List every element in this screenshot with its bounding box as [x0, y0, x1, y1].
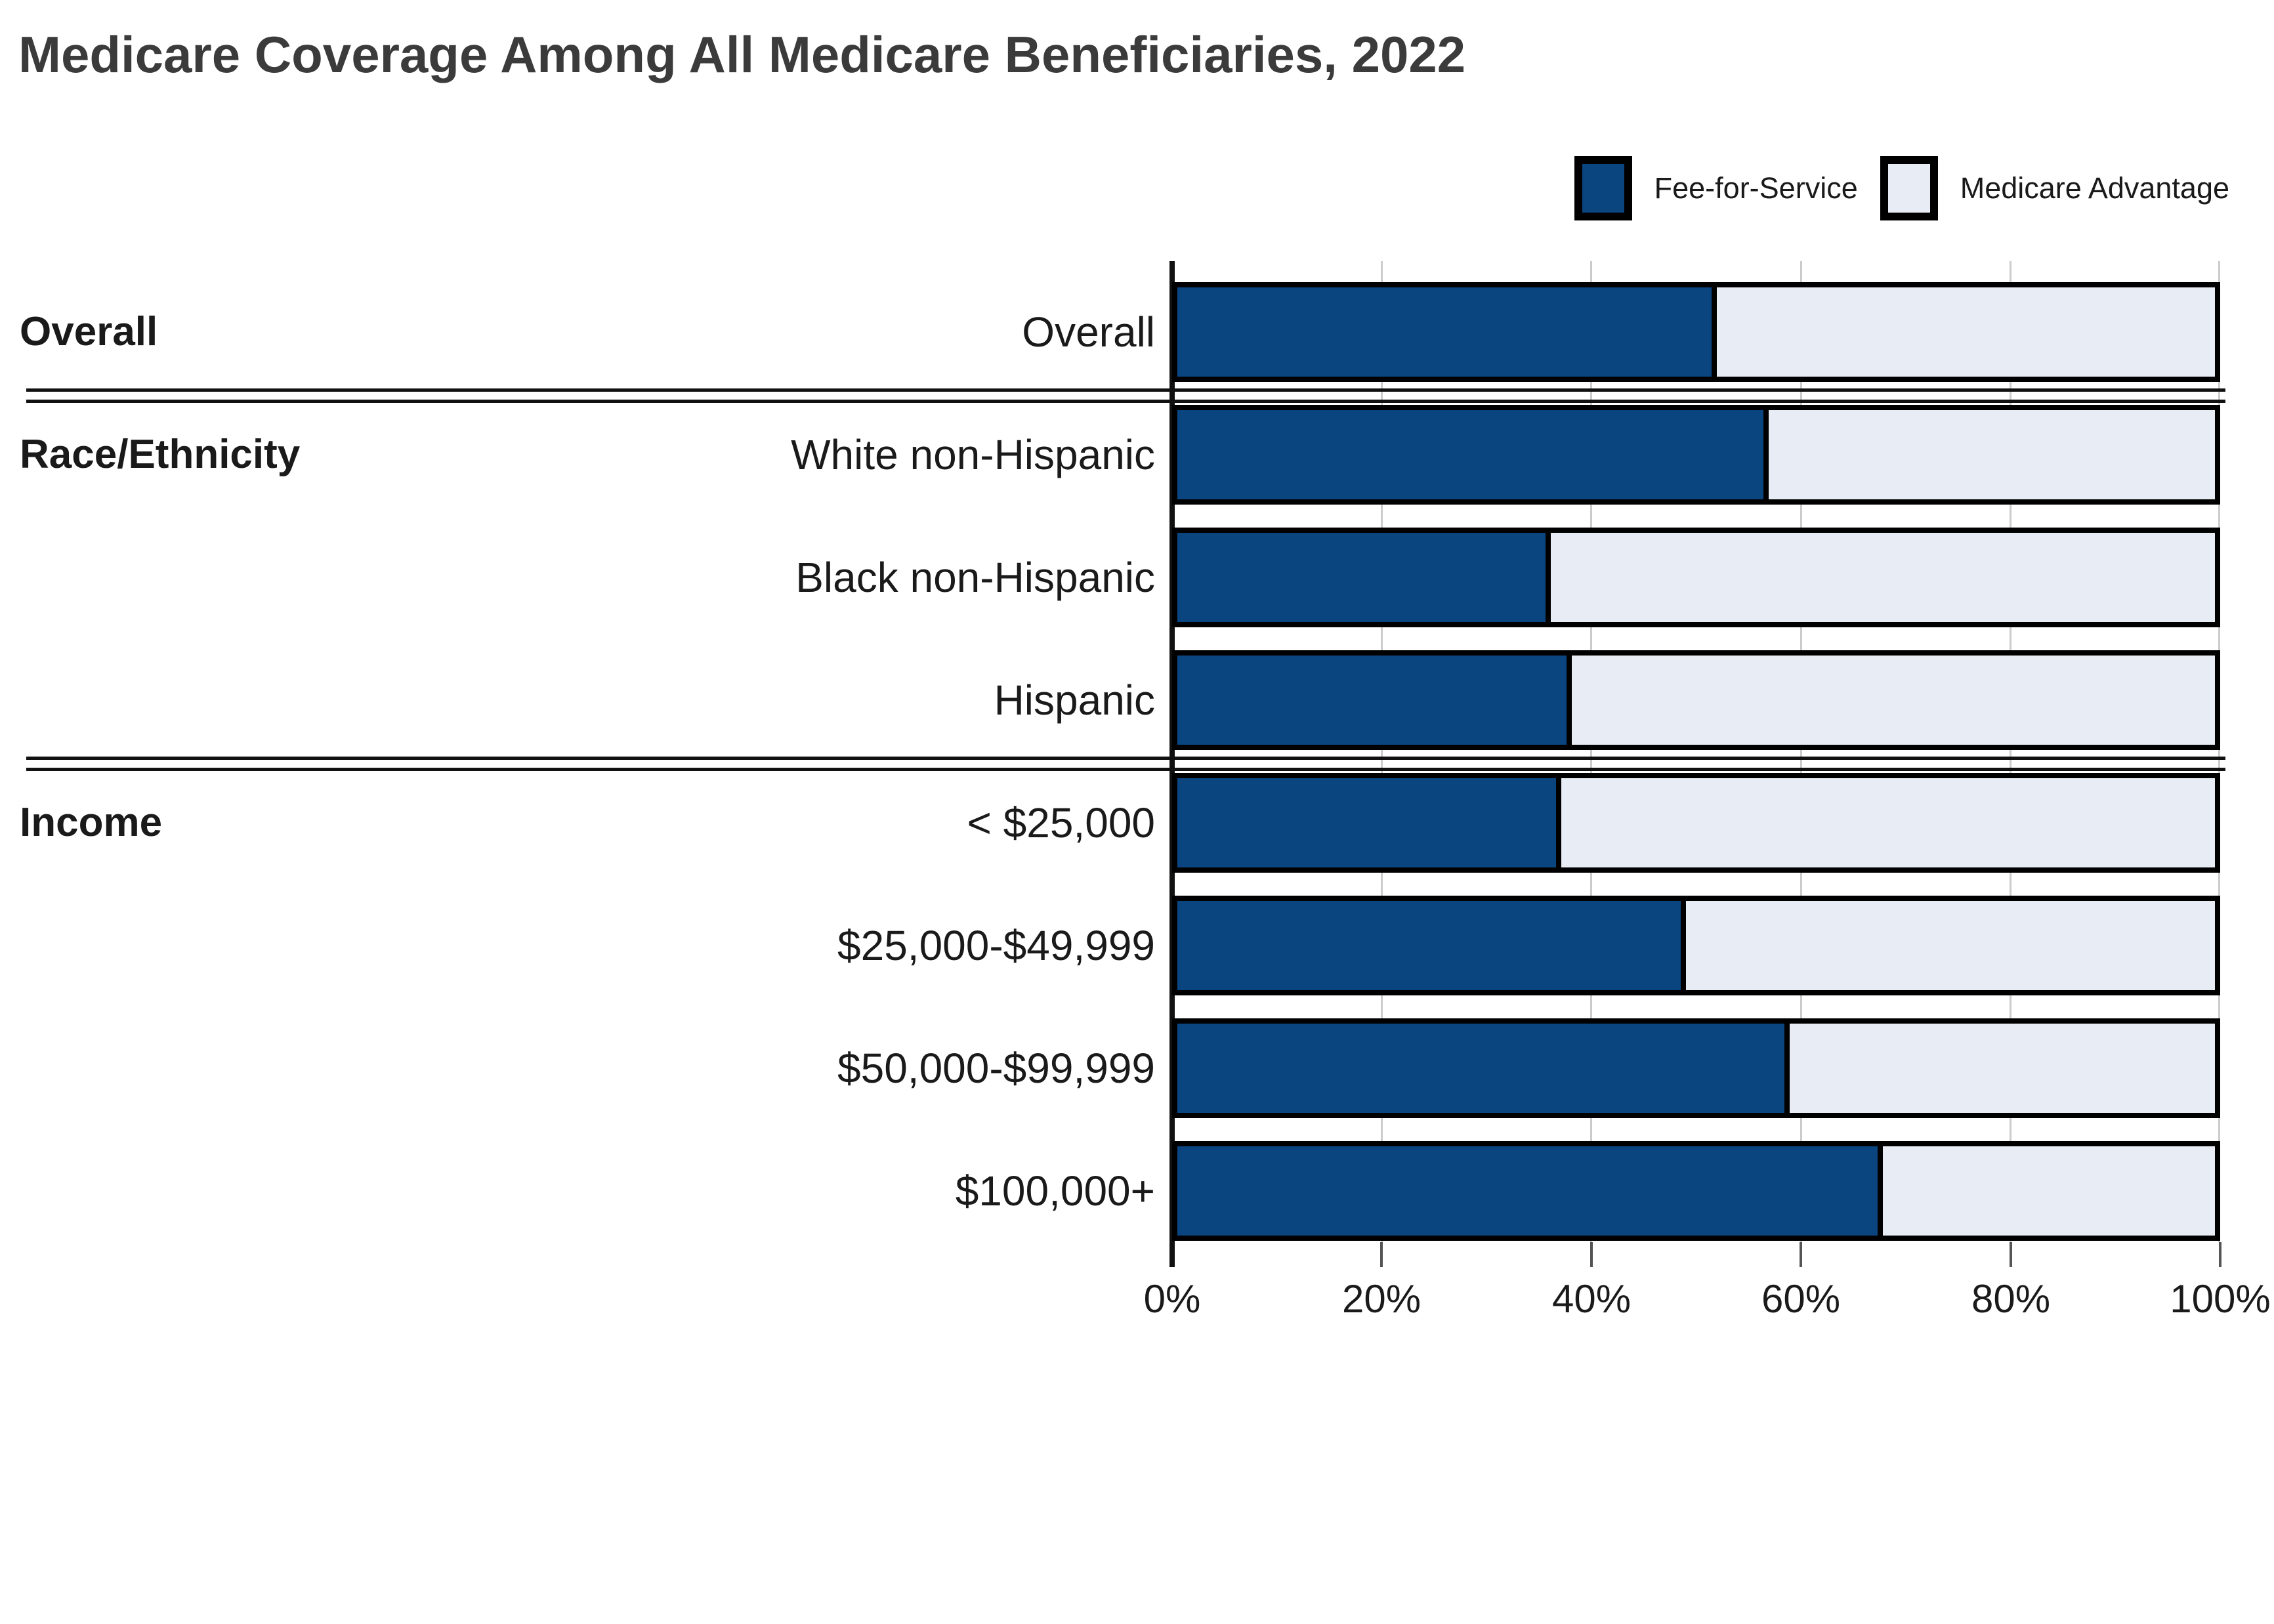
row-label-50000-99999: $50,000-$99,999	[837, 1045, 1155, 1092]
legend: Fee-for-Service Medicare Advantage	[1574, 156, 2229, 220]
bar-row-50000-99999	[1172, 1018, 2220, 1118]
bar-row-100000-plus	[1172, 1141, 2220, 1241]
bar-row-25000-49999	[1172, 896, 2220, 995]
legend-swatch-fee-for-service	[1574, 156, 1632, 220]
bar-segment-ffs	[1177, 1024, 1790, 1113]
row-label-under-25000: < $25,000	[967, 799, 1156, 846]
group-separator	[26, 768, 2225, 771]
bar-segment-ffs	[1177, 410, 1769, 499]
bar-segment-ma	[1717, 287, 2215, 377]
axis-tick-80	[2010, 1242, 2012, 1267]
row-label-hispanic: Hispanic	[994, 677, 1155, 724]
legend-label: Medicare Advantage	[1960, 171, 2229, 205]
x-tick-label-80: 80%	[1971, 1277, 2051, 1321]
bar-segment-ma	[1551, 533, 2215, 622]
row-label-white-non-hispanic: White non-Hispanic	[791, 431, 1155, 478]
row-label-black-non-hispanic: Black non-Hispanic	[795, 554, 1155, 601]
gridline-40	[1590, 261, 1592, 1242]
group-label-income: Income	[20, 800, 163, 845]
group-separator	[26, 400, 2225, 403]
bar-segment-ma	[1769, 410, 2215, 499]
axis-tick-20	[1380, 1242, 1383, 1267]
group-label-overall: Overall	[20, 309, 158, 354]
gridline-60	[1800, 261, 1802, 1242]
group-separator	[26, 757, 2225, 760]
chart-title: Medicare Coverage Among All Medicare Ben…	[18, 26, 1466, 83]
bar-segment-ma	[1571, 656, 2215, 745]
x-tick-label-20: 20%	[1341, 1277, 1421, 1321]
bar-segment-ma	[1789, 1024, 2215, 1113]
bar-row-black-non-hispanic	[1172, 528, 2220, 627]
bar-segment-ma	[1561, 778, 2215, 867]
legend-swatch-medicare-advantage	[1880, 156, 1938, 220]
bar-row-hispanic	[1172, 650, 2220, 750]
x-tick-label-40: 40%	[1551, 1277, 1632, 1321]
x-tick-label-100: 100%	[2170, 1277, 2271, 1321]
bar-row-overall	[1172, 282, 2220, 382]
row-label-25000-49999: $25,000-$49,999	[837, 922, 1155, 969]
legend-label: Fee-for-Service	[1654, 171, 1858, 205]
y-axis-line	[1169, 261, 1175, 1267]
axis-tick-60	[1800, 1242, 1802, 1267]
bar-segment-ma	[1685, 901, 2215, 990]
legend-item-fee-for-service: Fee-for-Service	[1574, 156, 1858, 220]
bar-row-white-non-hispanic	[1172, 405, 2220, 505]
gridline-20	[1381, 261, 1383, 1242]
axis-tick-0	[1171, 1242, 1173, 1267]
bar-row-under-25000	[1172, 773, 2220, 873]
bar-segment-ffs	[1177, 1146, 1884, 1236]
row-label-overall: Overall	[1022, 308, 1155, 356]
legend-item-medicare-advantage: Medicare Advantage	[1880, 156, 2229, 220]
axis-tick-100	[2219, 1242, 2221, 1267]
group-separator	[26, 388, 2225, 392]
row-label-100000-plus: $100,000+	[955, 1167, 1155, 1215]
x-tick-label-0: 0%	[1143, 1277, 1201, 1321]
bar-segment-ffs	[1177, 656, 1572, 745]
gridline-80	[2010, 261, 2011, 1242]
gridline-100	[2218, 261, 2220, 1242]
x-tick-label-60: 60%	[1761, 1277, 1841, 1321]
bar-segment-ffs	[1177, 778, 1561, 867]
bar-segment-ffs	[1177, 533, 1551, 622]
bar-segment-ffs	[1177, 901, 1686, 990]
axis-tick-40	[1590, 1242, 1593, 1267]
group-label-race-ethnicity: Race/Ethnicity	[20, 432, 301, 477]
bar-segment-ma	[1883, 1146, 2215, 1236]
bar-segment-ffs	[1177, 287, 1717, 377]
